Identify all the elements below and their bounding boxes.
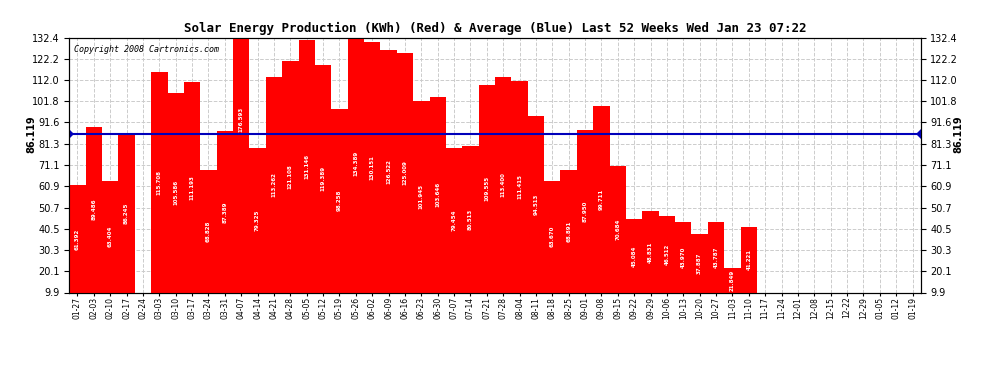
Text: 119.389: 119.389 <box>321 166 326 191</box>
Text: 113.262: 113.262 <box>271 172 276 197</box>
Bar <box>397 53 413 292</box>
Bar <box>577 130 593 292</box>
Bar <box>855 292 871 313</box>
Text: 86.119: 86.119 <box>953 115 963 153</box>
Text: 46.512: 46.512 <box>664 244 669 265</box>
Bar <box>871 292 888 313</box>
Text: 21.849: 21.849 <box>730 270 735 291</box>
Bar <box>643 211 658 292</box>
Bar <box>544 181 560 292</box>
Bar <box>839 292 855 313</box>
Text: 89.486: 89.486 <box>91 199 96 220</box>
Text: 109.555: 109.555 <box>484 176 489 201</box>
Bar <box>790 292 806 313</box>
Bar <box>495 77 512 292</box>
Bar <box>708 222 725 292</box>
Text: 113.400: 113.400 <box>501 172 506 197</box>
Text: 103.646: 103.646 <box>436 182 441 207</box>
Text: 131.146: 131.146 <box>304 154 309 179</box>
Bar <box>380 50 397 292</box>
Bar <box>691 234 708 292</box>
Bar <box>86 127 102 292</box>
Bar <box>249 148 265 292</box>
Bar <box>151 72 167 292</box>
Bar <box>675 222 691 292</box>
Bar <box>806 292 823 313</box>
Text: 111.193: 111.193 <box>190 175 195 200</box>
Bar <box>560 170 577 292</box>
Bar <box>757 292 773 313</box>
Text: 80.513: 80.513 <box>468 209 473 230</box>
Bar <box>299 40 315 292</box>
Bar <box>446 148 462 292</box>
Bar <box>725 268 741 292</box>
Text: 115.708: 115.708 <box>156 170 161 195</box>
Bar <box>135 292 151 306</box>
Bar <box>430 98 446 292</box>
Text: 105.586: 105.586 <box>173 180 178 206</box>
Bar <box>512 81 528 292</box>
Text: 63.404: 63.404 <box>108 226 113 248</box>
Bar <box>265 77 282 292</box>
Bar <box>347 33 364 292</box>
Text: 87.950: 87.950 <box>582 201 587 222</box>
Bar <box>282 61 299 292</box>
Bar <box>413 101 430 292</box>
Bar <box>610 166 626 292</box>
Bar <box>102 181 119 292</box>
Text: 125.009: 125.009 <box>403 160 408 185</box>
Bar <box>184 82 200 292</box>
Bar <box>478 85 495 292</box>
Text: 111.415: 111.415 <box>517 174 522 199</box>
Text: 68.891: 68.891 <box>566 220 571 242</box>
Bar <box>741 227 757 292</box>
Text: 130.151: 130.151 <box>369 155 374 180</box>
Bar <box>233 0 249 292</box>
Text: 79.454: 79.454 <box>451 209 456 231</box>
Bar <box>332 109 347 292</box>
Bar <box>593 105 610 292</box>
Bar <box>658 216 675 292</box>
Text: 126.522: 126.522 <box>386 159 391 183</box>
Text: 63.670: 63.670 <box>549 226 554 247</box>
Text: 121.108: 121.108 <box>288 164 293 189</box>
Text: 94.513: 94.513 <box>534 194 539 215</box>
Bar <box>119 134 135 292</box>
Text: 86.245: 86.245 <box>124 202 129 224</box>
Text: 43.970: 43.970 <box>681 246 686 268</box>
Text: 41.221: 41.221 <box>746 249 751 270</box>
Bar <box>823 292 839 313</box>
Bar <box>773 292 790 313</box>
Text: 101.945: 101.945 <box>419 184 424 209</box>
Bar <box>69 185 86 292</box>
Bar <box>888 292 904 313</box>
Bar <box>167 93 184 292</box>
Bar <box>217 131 233 292</box>
Text: 61.392: 61.392 <box>75 228 80 249</box>
Bar <box>626 219 643 292</box>
Text: 86.119: 86.119 <box>27 115 37 153</box>
Text: 79.325: 79.325 <box>255 210 260 231</box>
Text: 48.831: 48.831 <box>648 241 653 262</box>
Bar <box>904 292 921 313</box>
Bar <box>200 170 217 292</box>
Text: 98.258: 98.258 <box>337 190 342 211</box>
Title: Solar Energy Production (KWh) (Red) & Average (Blue) Last 52 Weeks Wed Jan 23 07: Solar Energy Production (KWh) (Red) & Av… <box>184 22 806 35</box>
Text: 68.828: 68.828 <box>206 220 211 242</box>
Text: 70.684: 70.684 <box>616 219 621 240</box>
Text: 37.887: 37.887 <box>697 253 702 274</box>
Text: 176.593: 176.593 <box>239 106 244 132</box>
Text: 99.711: 99.711 <box>599 188 604 210</box>
Bar <box>364 42 380 292</box>
Bar <box>528 116 545 292</box>
Text: 45.084: 45.084 <box>632 245 637 267</box>
Bar <box>315 64 332 292</box>
Text: Copyright 2008 Cartronics.com: Copyright 2008 Cartronics.com <box>73 45 219 54</box>
Text: 87.389: 87.389 <box>223 201 228 223</box>
Text: 43.787: 43.787 <box>714 246 719 268</box>
Bar <box>462 146 478 292</box>
Text: 134.389: 134.389 <box>353 150 358 176</box>
